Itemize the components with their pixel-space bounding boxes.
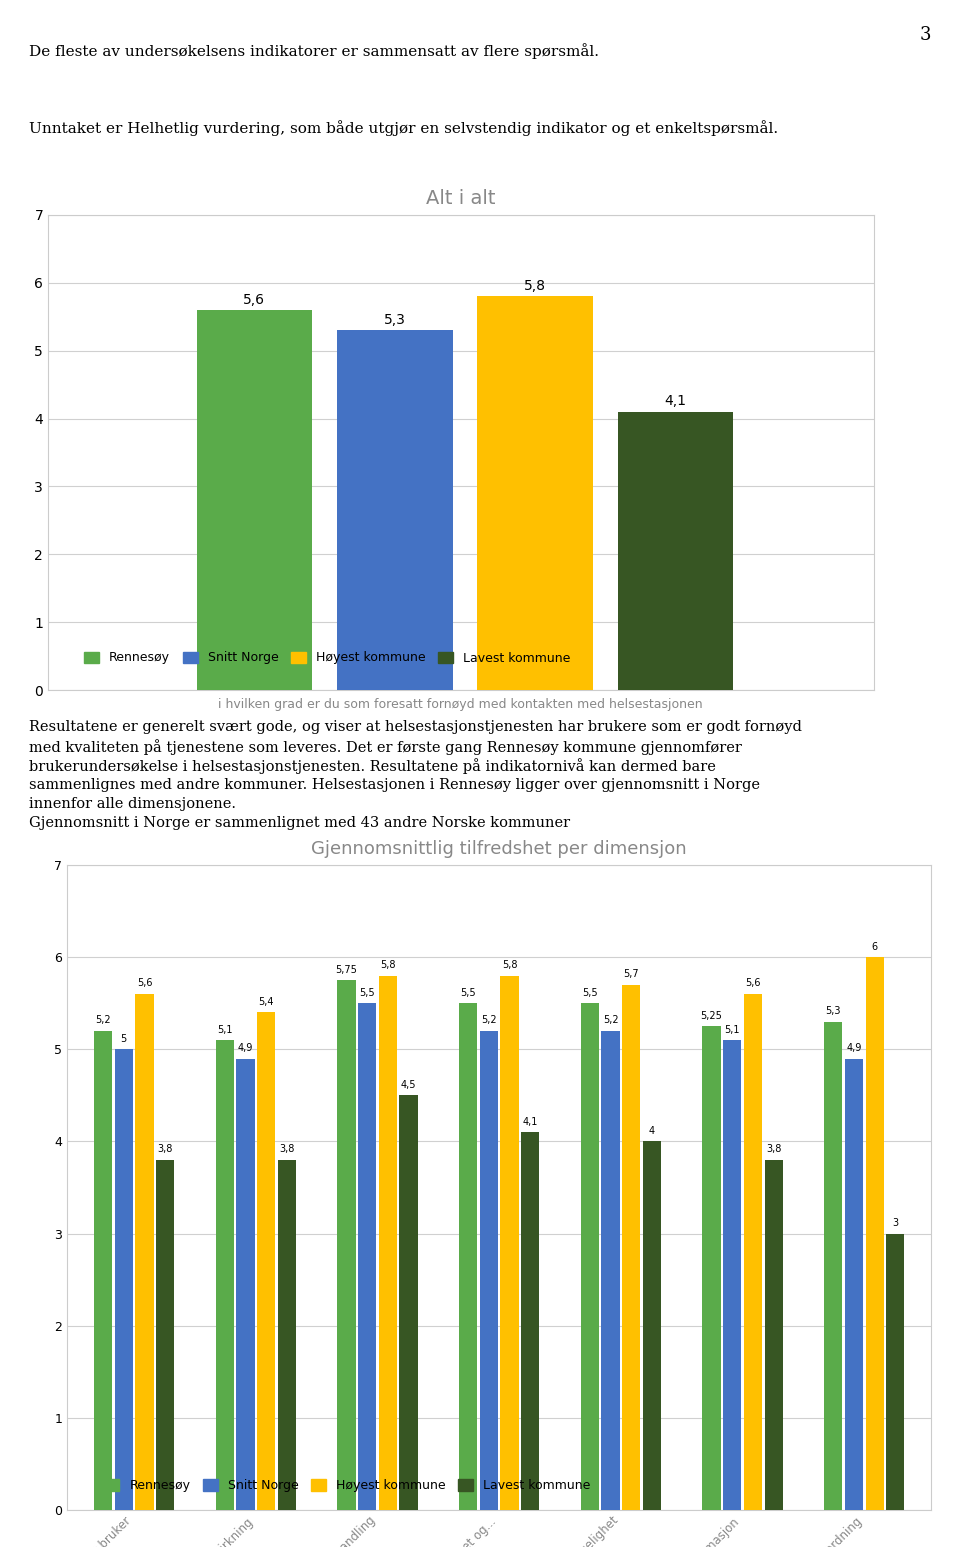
Text: 4: 4 [649,1126,655,1135]
Bar [703,1026,721,1510]
Text: 3,8: 3,8 [766,1145,781,1154]
Text: 5,3: 5,3 [826,1006,841,1016]
Text: Unntaket er Helhetlig vurdering, som både utgjør en selvstendig indikator og et : Unntaket er Helhetlig vurdering, som båd… [29,121,778,136]
Bar [277,1160,296,1510]
Text: 5,8: 5,8 [502,961,517,970]
Bar [114,1049,132,1510]
Text: 5,8: 5,8 [380,961,396,970]
Text: 5,5: 5,5 [582,987,598,998]
Bar [337,981,355,1510]
Bar [521,1132,540,1510]
Text: 4,9: 4,9 [238,1043,253,1054]
Title: Alt i alt: Alt i alt [426,189,495,207]
Text: 5,6: 5,6 [244,292,265,306]
Text: 3,8: 3,8 [279,1145,295,1154]
Text: 4,5: 4,5 [400,1080,417,1089]
Text: 5,75: 5,75 [336,965,357,975]
Bar [236,1058,254,1510]
Text: 5: 5 [121,1033,127,1044]
Text: 3: 3 [920,26,931,45]
Text: innenfor alle dimensjonene.: innenfor alle dimensjonene. [29,797,236,811]
Text: Resultatene er generelt svært gode, og viser at helsestasjonstjenesten har bruke: Resultatene er generelt svært gode, og v… [29,719,802,733]
Text: 5,2: 5,2 [95,1015,111,1026]
Text: 5,1: 5,1 [725,1024,740,1035]
Text: 4,1: 4,1 [664,394,686,408]
Bar [581,1002,599,1510]
Bar [866,958,884,1510]
Legend: Rennesøy, Snitt Norge, Høyest kommune, Lavest kommune: Rennesøy, Snitt Norge, Høyest kommune, L… [79,647,575,670]
Text: 5,6: 5,6 [745,978,760,989]
Text: 5,5: 5,5 [461,987,476,998]
Text: 5,25: 5,25 [701,1010,723,1021]
Text: 3: 3 [892,1217,899,1228]
Text: 5,2: 5,2 [603,1015,618,1026]
Text: 5,6: 5,6 [136,978,153,989]
Text: 3,8: 3,8 [157,1145,173,1154]
Bar [744,995,762,1510]
Bar [257,1012,276,1510]
Bar [845,1058,863,1510]
Bar [197,309,312,690]
Bar [886,1233,904,1510]
Text: 5,7: 5,7 [623,970,639,979]
Text: med kvaliteten på tjenestene som leveres. Det er første gang Rennesøy kommune gj: med kvaliteten på tjenestene som leveres… [29,739,742,755]
Bar [824,1021,842,1510]
Bar [399,1095,418,1510]
Bar [459,1002,477,1510]
Bar [622,985,640,1510]
Text: brukerundersøkelse i helsestasjonstjenesten. Resultatene på indikatornivå kan de: brukerundersøkelse i helsestasjonstjenes… [29,758,715,775]
Bar [135,995,154,1510]
Bar [480,1030,498,1510]
Text: 5,5: 5,5 [359,987,375,998]
Text: 5,2: 5,2 [481,1015,496,1026]
Bar [337,331,452,690]
Text: 5,1: 5,1 [217,1024,232,1035]
Bar [379,976,396,1510]
Text: 4,1: 4,1 [522,1117,538,1126]
Text: 5,4: 5,4 [258,996,274,1007]
Text: 6: 6 [872,942,877,951]
Text: 4,9: 4,9 [846,1043,862,1054]
Text: sammenlignes med andre kommuner. Helsestasjonen i Rennesøy ligger over gjennomsn: sammenlignes med andre kommuner. Helsest… [29,778,759,792]
Bar [500,976,518,1510]
Bar [723,1040,741,1510]
Bar [156,1160,175,1510]
Title: Gjennomsnittlig tilfredshet per dimensjon: Gjennomsnittlig tilfredshet per dimensjo… [311,840,687,859]
Legend: Rennesøy, Snitt Norge, Høyest kommune, Lavest kommune: Rennesøy, Snitt Norge, Høyest kommune, L… [100,1474,595,1497]
Bar [764,1160,782,1510]
Text: 5,8: 5,8 [524,278,546,292]
Bar [358,1002,376,1510]
Bar [643,1142,661,1510]
Bar [216,1040,234,1510]
Text: 5,3: 5,3 [384,312,406,326]
Text: De fleste av undersøkelsens indikatorer er sammensatt av flere spørsmål.: De fleste av undersøkelsens indikatorer … [29,43,599,59]
Text: Gjennomsnitt i Norge er sammenlignet med 43 andre Norske kommuner: Gjennomsnitt i Norge er sammenlignet med… [29,817,570,831]
Bar [602,1030,619,1510]
Bar [617,412,733,690]
Bar [477,297,593,690]
Bar [94,1030,112,1510]
